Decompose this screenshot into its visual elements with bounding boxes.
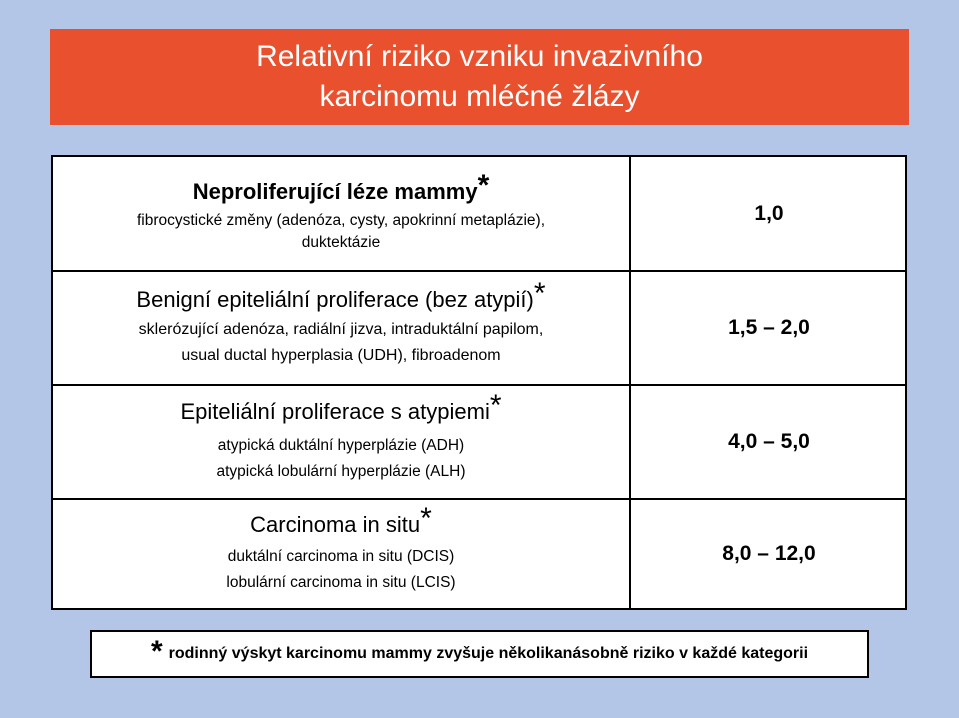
- footnote-text: rodinný výskyt karcinomu mammy zvyšuje n…: [168, 645, 809, 662]
- risk-value: 8,0 – 12,0: [722, 542, 816, 565]
- category-heading-text: Carcinoma in situ: [250, 512, 421, 537]
- title-line-1: Relativní riziko vzniku invazivního: [256, 40, 703, 73]
- category-cell: Benigní epiteliální proliferace (bez aty…: [53, 272, 631, 384]
- category-cell: Neproliferující léze mammy* fibrocystick…: [53, 157, 631, 270]
- category-heading: Carcinoma in situ*: [250, 504, 432, 538]
- category-detail: atypická lobulární hyperplázie (ALH): [216, 463, 466, 480]
- category-heading: Epiteliální proliferace s atypiemi*: [180, 391, 501, 425]
- category-heading-text: Benigní epiteliální proliferace (bez aty…: [136, 287, 534, 312]
- category-cell: Epiteliální proliferace s atypiemi* atyp…: [53, 386, 631, 498]
- table-row: Carcinoma in situ* duktální carcinoma in…: [53, 500, 905, 608]
- risk-value: 1,0: [754, 201, 784, 225]
- footnote-asterisk: *: [150, 635, 163, 668]
- title-banner: Relativní riziko vzniku invazivního karc…: [50, 29, 909, 125]
- table-row: Epiteliální proliferace s atypiemi* atyp…: [53, 386, 905, 500]
- category-detail: atypická duktální hyperplázie (ADH): [217, 437, 465, 454]
- category-detail: duktální carcinoma in situ (DCIS): [227, 548, 455, 565]
- asterisk-mark: *: [420, 502, 432, 535]
- category-detail: duktektázie: [301, 234, 381, 251]
- category-heading-text: Epiteliální proliferace s atypiemi: [180, 399, 490, 424]
- table-row: Neproliferující léze mammy* fibrocystick…: [53, 157, 905, 272]
- category-detail: sklerózující adenóza, radiální jizva, in…: [138, 321, 544, 338]
- category-detail: usual ductal hyperplasia (UDH), fibroade…: [181, 347, 501, 364]
- table-row: Benigní epiteliální proliferace (bez aty…: [53, 272, 905, 386]
- asterisk-mark: *: [533, 277, 546, 310]
- risk-value: 1,5 – 2,0: [728, 316, 810, 339]
- category-cell: Carcinoma in situ* duktální carcinoma in…: [53, 500, 631, 608]
- category-heading-text: Neproliferující léze mammy: [192, 179, 478, 204]
- risk-table: Neproliferující léze mammy* fibrocystick…: [51, 155, 907, 610]
- asterisk-mark: *: [489, 389, 502, 422]
- category-heading: Benigní epiteliální proliferace (bez aty…: [136, 279, 545, 313]
- asterisk-mark: *: [477, 169, 490, 202]
- footnote: * rodinný výskyt karcinomu mammy zvyšuje…: [90, 630, 869, 678]
- title-line-2: karcinomu mléčné žlázy: [319, 80, 640, 113]
- category-heading: Neproliferující léze mammy*: [192, 171, 490, 205]
- risk-value: 4,0 – 5,0: [728, 430, 810, 453]
- category-detail: fibrocystické změny (adenóza, cysty, apo…: [136, 212, 546, 229]
- category-detail: lobulární carcinoma in situ (LCIS): [226, 574, 456, 591]
